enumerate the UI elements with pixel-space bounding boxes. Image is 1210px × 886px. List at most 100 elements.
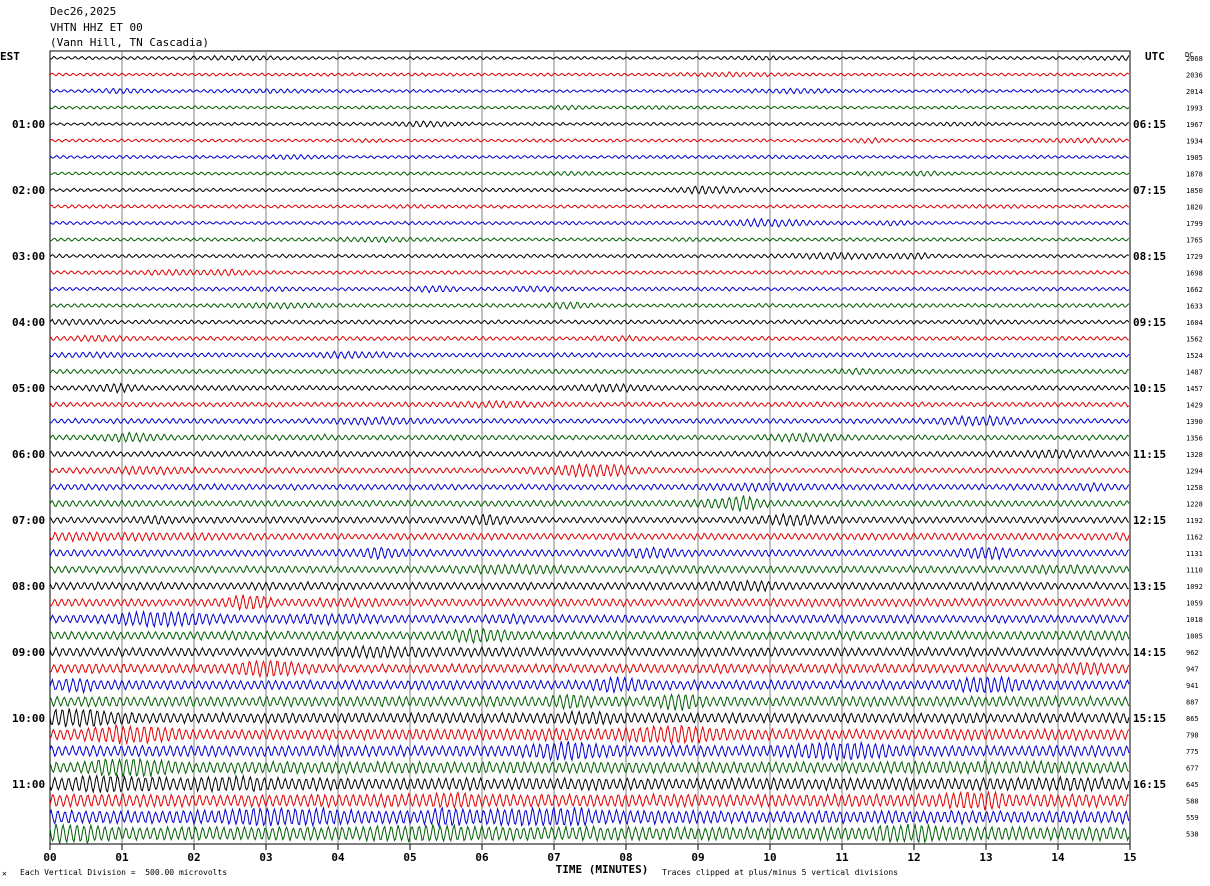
header-date: Dec26,2025 xyxy=(50,5,117,18)
dc-offset-label: 1005 xyxy=(1186,633,1203,641)
hour-label-utc: 16:15 xyxy=(1133,778,1166,791)
hour-label-utc: 08:15 xyxy=(1133,250,1166,263)
dc-offset-label: 538 xyxy=(1186,831,1199,839)
trace-black xyxy=(49,120,1129,128)
trace-blue xyxy=(49,414,1130,427)
trace-green xyxy=(49,236,1130,244)
dc-offset-label: 962 xyxy=(1186,649,1199,657)
dc-offset-label: 1765 xyxy=(1186,237,1203,245)
dc-offset-label: 1018 xyxy=(1186,616,1203,624)
dc-offset-label: 1131 xyxy=(1186,550,1203,558)
trace-blue xyxy=(49,481,1130,493)
hour-label-utc: 07:15 xyxy=(1133,184,1166,197)
dc-offset-label: 1524 xyxy=(1186,352,1203,360)
trace-red xyxy=(49,70,1130,78)
dc-offset-label: 1429 xyxy=(1186,402,1203,410)
trace-red xyxy=(49,203,1130,210)
x-tick-label: 04 xyxy=(331,851,345,864)
trace-blue xyxy=(49,153,1129,161)
dc-offset-label: 588 xyxy=(1186,798,1199,806)
x-tick-label: 11 xyxy=(835,851,849,864)
trace-blue xyxy=(49,740,1130,762)
dc-label: DC xyxy=(1185,51,1194,59)
dc-offset-label: 1562 xyxy=(1186,336,1203,344)
trace-black xyxy=(49,707,1130,729)
dc-offset-label: 1967 xyxy=(1186,121,1203,129)
dc-offset-label: 1294 xyxy=(1186,468,1203,476)
trace-red xyxy=(49,462,1130,479)
trace-red xyxy=(49,594,1130,612)
utc-label: UTC xyxy=(1145,50,1165,63)
corner-mark-icon: ✕ xyxy=(2,869,7,878)
dc-offset-label: 1258 xyxy=(1186,484,1203,492)
hour-label-est: 03:00 xyxy=(12,250,45,263)
dc-offset-label: 1993 xyxy=(1186,105,1203,113)
dc-offset-label: 2036 xyxy=(1186,72,1203,80)
x-tick-label: 13 xyxy=(979,851,992,864)
dc-offset-label: 1934 xyxy=(1186,138,1203,146)
trace-red xyxy=(49,723,1130,746)
x-tick-label: 08 xyxy=(619,851,632,864)
trace-green xyxy=(49,627,1130,645)
trace-blue xyxy=(49,546,1130,562)
x-tick-label: 02 xyxy=(187,851,200,864)
hour-label-utc: 15:15 xyxy=(1133,712,1166,725)
trace-green xyxy=(49,693,1130,711)
hour-label-est: 06:00 xyxy=(12,448,45,461)
x-tick-label: 07 xyxy=(547,851,560,864)
trace-red xyxy=(49,399,1130,409)
trace-green xyxy=(49,301,1130,310)
dc-offset-label: 2014 xyxy=(1186,88,1203,96)
trace-blue xyxy=(49,217,1129,228)
hour-label-utc: 13:15 xyxy=(1133,580,1166,593)
hour-label-utc: 14:15 xyxy=(1133,646,1166,659)
trace-black xyxy=(50,54,1130,62)
dc-offset-label: 1905 xyxy=(1186,154,1203,162)
header-location: (Vann Hill, TN Cascadia) xyxy=(50,36,209,49)
dc-offset-label: 1878 xyxy=(1186,171,1203,179)
dc-offset-label: 1092 xyxy=(1186,583,1203,591)
dc-offset-label: 1162 xyxy=(1186,534,1203,542)
trace-blue xyxy=(49,674,1130,695)
trace-red xyxy=(49,790,1130,811)
dc-offset-label: 1110 xyxy=(1186,567,1203,575)
dc-offset-label: 798 xyxy=(1186,732,1199,740)
trace-green xyxy=(49,495,1130,512)
dc-offset-label: 1457 xyxy=(1186,385,1203,393)
x-tick-label: 05 xyxy=(403,851,416,864)
dc-offset-label: 1228 xyxy=(1186,501,1203,509)
dc-offset-label: 2068 xyxy=(1186,55,1203,63)
hour-label-est: 11:00 xyxy=(12,778,45,791)
dc-offset-label: 1820 xyxy=(1186,204,1203,212)
hour-label-est: 07:00 xyxy=(12,514,45,527)
trace-red xyxy=(49,334,1129,343)
trace-black xyxy=(49,512,1130,527)
trace-red xyxy=(50,268,1130,277)
x-tick-label: 00 xyxy=(43,851,56,864)
dc-offset-label: 1059 xyxy=(1186,600,1203,608)
dc-offset-label: 559 xyxy=(1186,814,1199,822)
trace-blue xyxy=(49,350,1130,360)
dc-offset-label: 677 xyxy=(1186,765,1199,773)
trace-red xyxy=(49,136,1130,144)
dc-offset-label: 645 xyxy=(1186,781,1199,789)
x-tick-label: 01 xyxy=(115,851,129,864)
hour-label-utc: 12:15 xyxy=(1133,514,1166,527)
trace-black xyxy=(49,773,1130,794)
dc-offset-label: 887 xyxy=(1186,699,1199,707)
scale-note: Each Vertical Division = 500.00 microvol… xyxy=(20,868,228,877)
plot-frame xyxy=(49,50,1131,845)
trace-red xyxy=(49,659,1130,679)
dc-offset-label: 865 xyxy=(1186,715,1199,723)
hour-label-utc: 06:15 xyxy=(1133,118,1166,131)
trace-blue xyxy=(50,87,1130,95)
trace-green xyxy=(49,367,1129,376)
trace-green xyxy=(49,104,1130,111)
trace-blue xyxy=(49,285,1130,294)
hour-label-est: 05:00 xyxy=(12,382,45,395)
trace-green xyxy=(49,431,1130,444)
trace-black xyxy=(49,318,1130,327)
dc-offset-label: 1356 xyxy=(1186,435,1203,443)
hour-label-est: 10:00 xyxy=(12,712,45,725)
